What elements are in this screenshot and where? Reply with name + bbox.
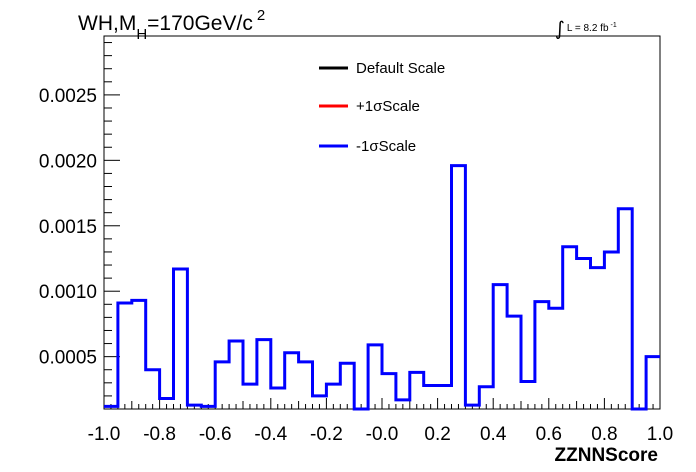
x-tick-label: -0.2 [310,424,343,445]
tick-labels: -1.0 -0.8 -0.6 -0.4 -0.2 -0.0 0.2 0.4 0.6 0.8 1.0 0… [39,86,673,445]
histogram-series-line [104,164,660,411]
x-tick-label: 0.4 [480,424,507,445]
x-tick-label: -0.8 [143,424,176,445]
y-tick-label: 0.0015 [39,217,97,238]
x-axis-label: ZZNNScore [555,445,658,466]
x-tick-label: 0.8 [591,424,617,445]
x-tick-label: -0.6 [199,424,232,445]
x-tick-label: 1.0 [647,424,673,445]
luminosity-label: ∫ L = 8.2 fb -1 [555,18,617,40]
y-tick-label: 0.0020 [39,151,97,172]
y-tick-label: 0.0010 [39,282,97,303]
legend-label-default: Default Scale [356,60,445,77]
chart-title: WH,MH=170GeV/c 2 [78,7,265,43]
legend-label-plus: +1σScale [356,98,420,115]
y-tick-label: 0.0025 [39,86,97,107]
series-group [104,164,660,411]
x-tick-label: -0.0 [366,424,399,445]
x-tick-label: -0.4 [254,424,287,445]
legend: Default Scale +1σScale -1σScale [319,60,445,155]
x-tick-label: 0.2 [424,424,450,445]
x-tick-label: -1.0 [88,424,121,445]
y-tick-label: 0.0005 [39,348,97,369]
legend-label-minus: -1σScale [356,138,416,155]
x-tick-label: 0.6 [536,424,562,445]
